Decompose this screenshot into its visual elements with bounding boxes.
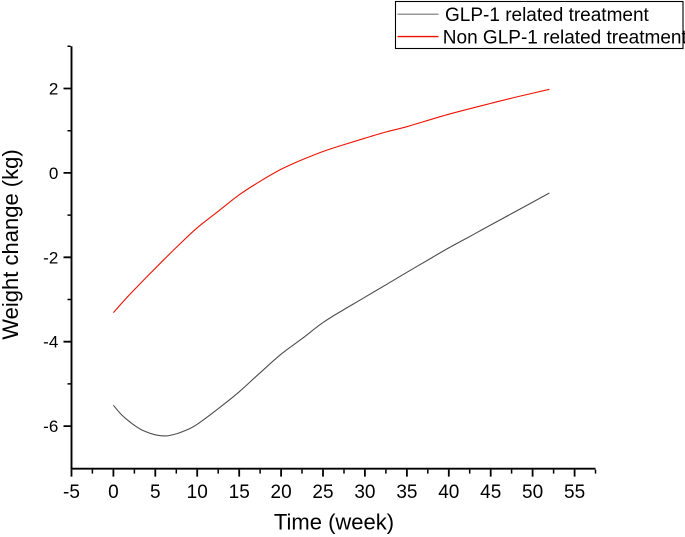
svg-text:5: 5: [150, 482, 161, 503]
svg-text:45: 45: [480, 482, 501, 503]
svg-text:2: 2: [49, 80, 58, 99]
svg-text:10: 10: [187, 482, 208, 503]
svg-text:20: 20: [271, 482, 292, 503]
svg-text:0: 0: [108, 482, 119, 503]
svg-text:55: 55: [564, 482, 585, 503]
svg-text:35: 35: [396, 482, 417, 503]
svg-text:25: 25: [312, 482, 333, 503]
svg-text:50: 50: [522, 482, 543, 503]
svg-text:-6: -6: [43, 417, 58, 436]
svg-text:Time (week): Time (week): [274, 509, 394, 534]
svg-text:30: 30: [354, 482, 375, 503]
svg-text:15: 15: [229, 482, 250, 503]
svg-text:-5: -5: [63, 482, 80, 503]
svg-text:0: 0: [49, 164, 58, 183]
svg-text:Weight change (kg): Weight change (kg): [0, 149, 23, 339]
svg-text:Non GLP-1 related treatment: Non GLP-1 related treatment: [443, 27, 685, 48]
svg-text:40: 40: [438, 482, 459, 503]
svg-text:GLP-1 related treatment: GLP-1 related treatment: [445, 5, 650, 26]
svg-text:-2: -2: [43, 248, 58, 267]
svg-text:-4: -4: [43, 333, 58, 352]
